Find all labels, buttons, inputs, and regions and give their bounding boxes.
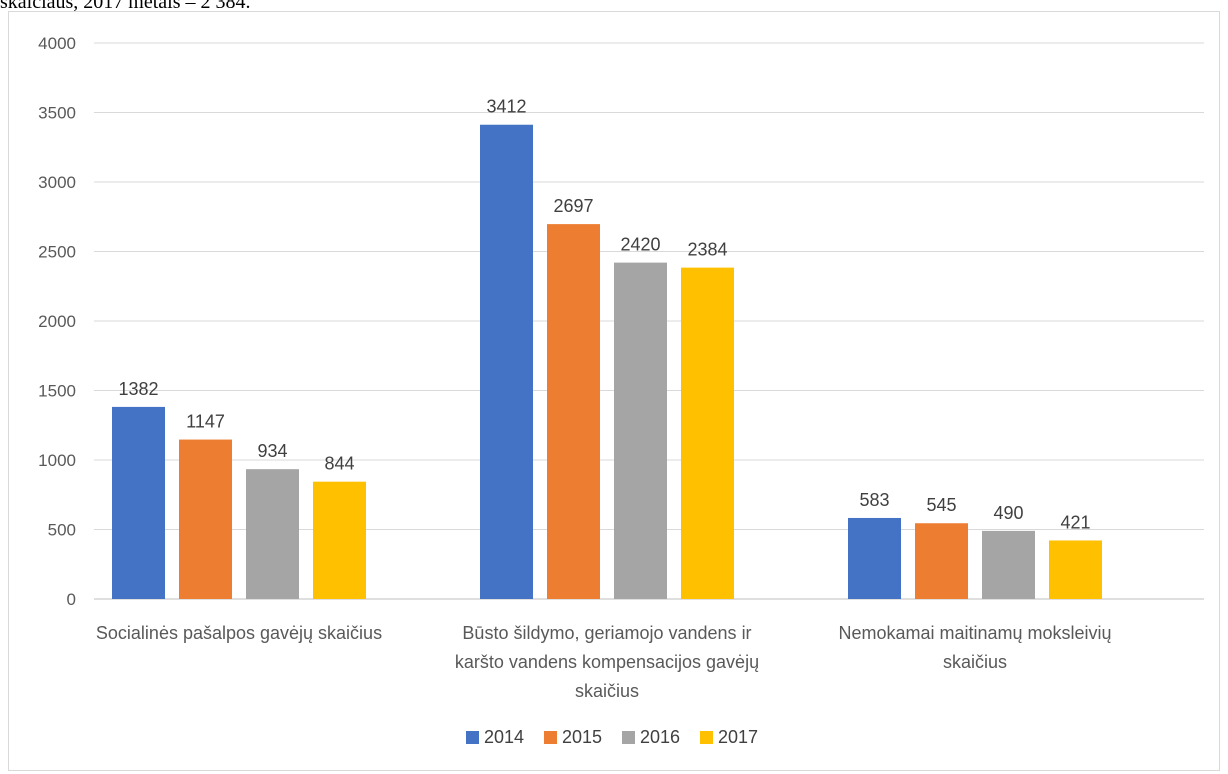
legend-swatch [544,731,557,744]
bar [915,523,968,599]
legend-label: 2017 [718,727,758,747]
legend-label: 2014 [484,727,524,747]
y-tick-label: 4000 [38,34,76,53]
legend-swatch [622,731,635,744]
bar [547,224,600,599]
data-label: 583 [859,490,889,510]
chart-frame: 0 500 1000 1500 2000 2500 3000 3500 4000 1382 3412… [8,11,1220,771]
bar [681,267,734,599]
data-label: 2384 [687,240,727,260]
bar [112,406,165,599]
category-label: karšto vandens kompensacijos gavėjų [455,652,759,672]
y-tick-label: 1000 [38,451,76,470]
bar [614,262,667,599]
category-label: Nemokamai maitinamų moksleivių [838,623,1111,643]
category-label: skaičius [943,652,1007,672]
data-label: 2697 [553,196,593,216]
y-tick-label: 2000 [38,312,76,331]
bar [1049,540,1102,599]
y-tick-label: 3500 [38,104,76,123]
y-tick-label: 2500 [38,243,76,262]
legend-swatch [700,731,713,744]
data-label: 934 [257,441,287,461]
data-label: 2420 [620,235,660,255]
data-label: 421 [1060,512,1090,532]
bar-chart: 0 500 1000 1500 2000 2500 3000 3500 4000 1382 3412… [38,34,1204,747]
y-tick-label: 1500 [38,382,76,401]
category-label: Socialinės pašalpos gavėjų skaičius [96,623,382,643]
bar [982,530,1035,599]
category-label: Būsto šildymo, geriamojo vandens ir [462,623,751,643]
data-label: 1382 [118,379,158,399]
top-text: skaičiaus, 2017 metais – 2 384. [0,0,251,11]
legend-label: 2015 [562,727,602,747]
legend-label: 2016 [640,727,680,747]
data-label: 3412 [486,97,526,117]
y-tick-label: 0 [67,590,76,609]
data-label: 844 [324,454,354,474]
data-label: 1147 [186,412,225,432]
bar [480,124,533,600]
bar [313,481,366,599]
data-label: 490 [993,503,1023,523]
category-label: skaičius [575,681,639,701]
bar [848,517,901,599]
bar [179,439,232,599]
legend-swatch [466,731,479,744]
y-tick-label: 3000 [38,173,76,192]
y-tick-label: 500 [48,521,76,540]
data-label: 545 [926,495,956,515]
bar [246,469,299,599]
